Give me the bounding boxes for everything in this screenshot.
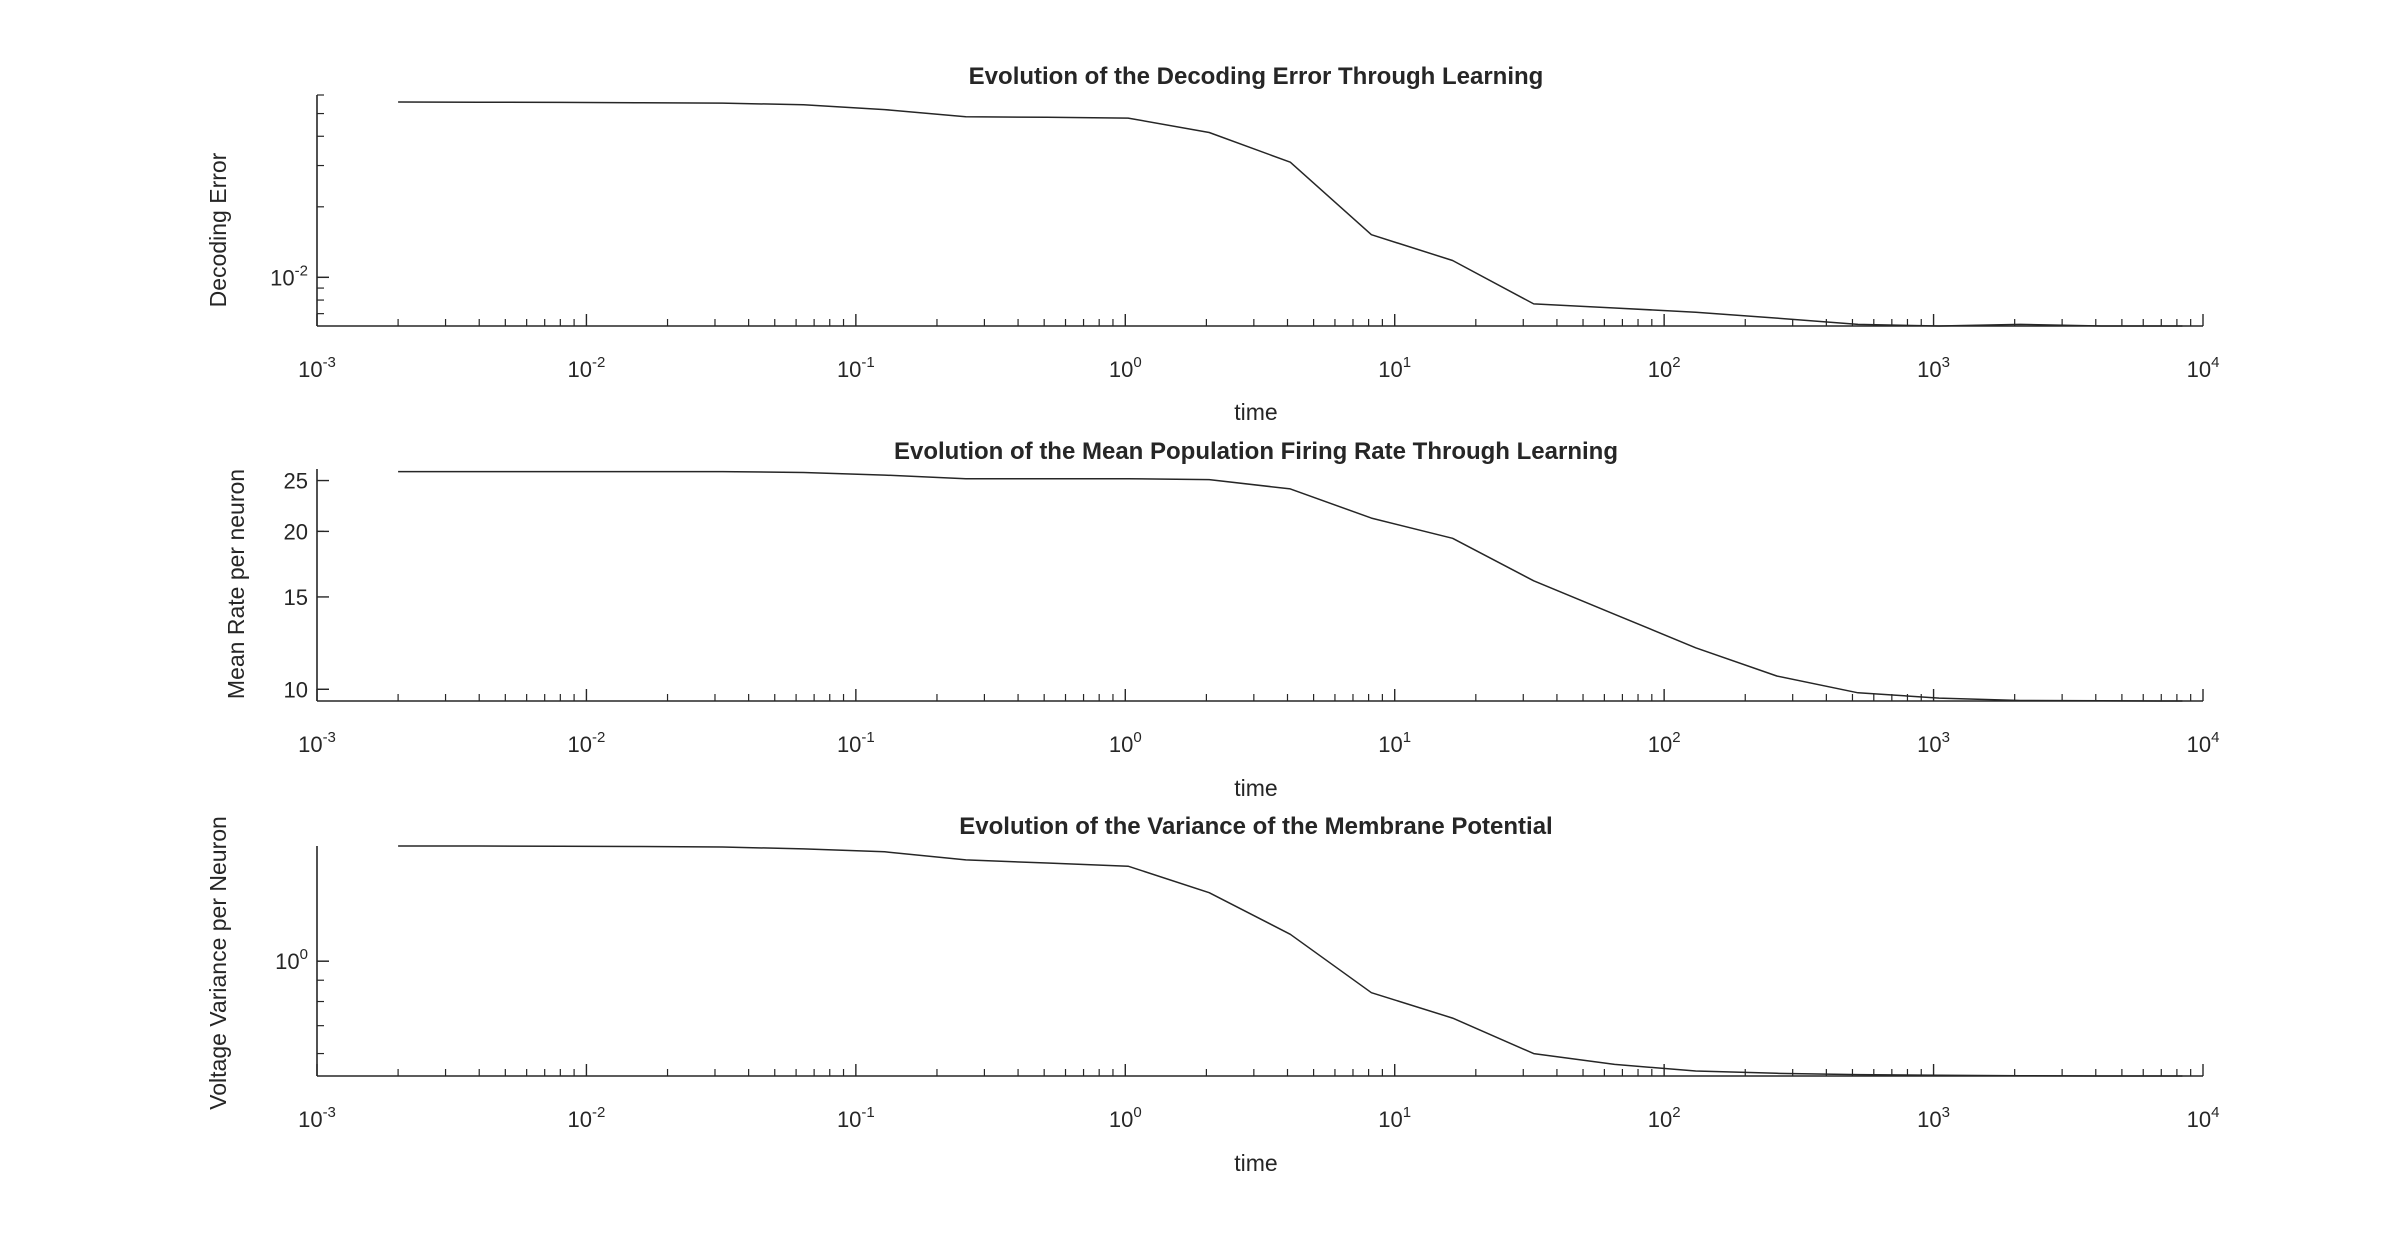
x-tick-label: 102	[1648, 1104, 1681, 1132]
y-tick-label: 25	[284, 469, 308, 494]
subplot-voltage-variance: Evolution of the Variance of the Membran…	[205, 813, 2219, 1176]
y-tick-label: 100	[275, 946, 308, 974]
y-axis-label: Decoding Error	[205, 152, 231, 307]
x-tick-label: 10-2	[568, 354, 606, 382]
y-tick-label: 10-2	[270, 262, 308, 290]
x-tick-label: 10-1	[837, 354, 875, 382]
x-tick-label: 103	[1917, 354, 1950, 382]
x-tick-label: 100	[1109, 729, 1142, 757]
x-tick-label: 10-1	[837, 1104, 875, 1132]
x-tick-label: 104	[2187, 1104, 2220, 1132]
x-axis-label: time	[1234, 1150, 1277, 1176]
x-tick-label: 100	[1109, 1104, 1142, 1132]
x-tick-label: 10-3	[298, 1104, 336, 1132]
x-tick-label: 104	[2187, 729, 2220, 757]
x-tick-label: 10-2	[568, 1104, 606, 1132]
x-tick-label: 10-2	[568, 729, 606, 757]
x-tick-label: 102	[1648, 729, 1681, 757]
y-tick-label: 20	[284, 519, 308, 544]
x-tick-label: 101	[1378, 354, 1411, 382]
x-tick-label: 101	[1378, 1104, 1411, 1132]
y-tick-label: 15	[284, 585, 308, 610]
x-tick-label: 101	[1378, 729, 1411, 757]
chart-title: Evolution of the Variance of the Membran…	[959, 813, 1552, 840]
x-tick-label: 10-1	[837, 729, 875, 757]
y-axis-label: Mean Rate per neuron	[223, 469, 249, 699]
x-tick-label: 104	[2187, 354, 2220, 382]
subplot-mean-firing-rate: Evolution of the Mean Population Firing …	[223, 438, 2219, 801]
x-tick-label: 103	[1917, 1104, 1950, 1132]
y-axis-label: Voltage Variance per Neuron	[205, 816, 231, 1110]
series-line	[398, 101, 2183, 327]
x-axis-label: time	[1234, 775, 1277, 801]
series-line	[398, 470, 2183, 702]
chart-title: Evolution of the Mean Population Firing …	[894, 438, 1618, 465]
x-tick-label: 100	[1109, 354, 1142, 382]
x-axis-label: time	[1234, 399, 1277, 425]
y-tick-label: 10	[284, 677, 308, 702]
subplot-decoding-error: Evolution of the Decoding Error Through …	[205, 63, 2219, 425]
chart-title: Evolution of the Decoding Error Through …	[969, 63, 1544, 90]
x-tick-label: 10-3	[298, 729, 336, 757]
x-tick-label: 102	[1648, 354, 1681, 382]
series-line	[398, 845, 2183, 1077]
x-tick-label: 10-3	[298, 354, 336, 382]
x-tick-label: 103	[1917, 729, 1950, 757]
